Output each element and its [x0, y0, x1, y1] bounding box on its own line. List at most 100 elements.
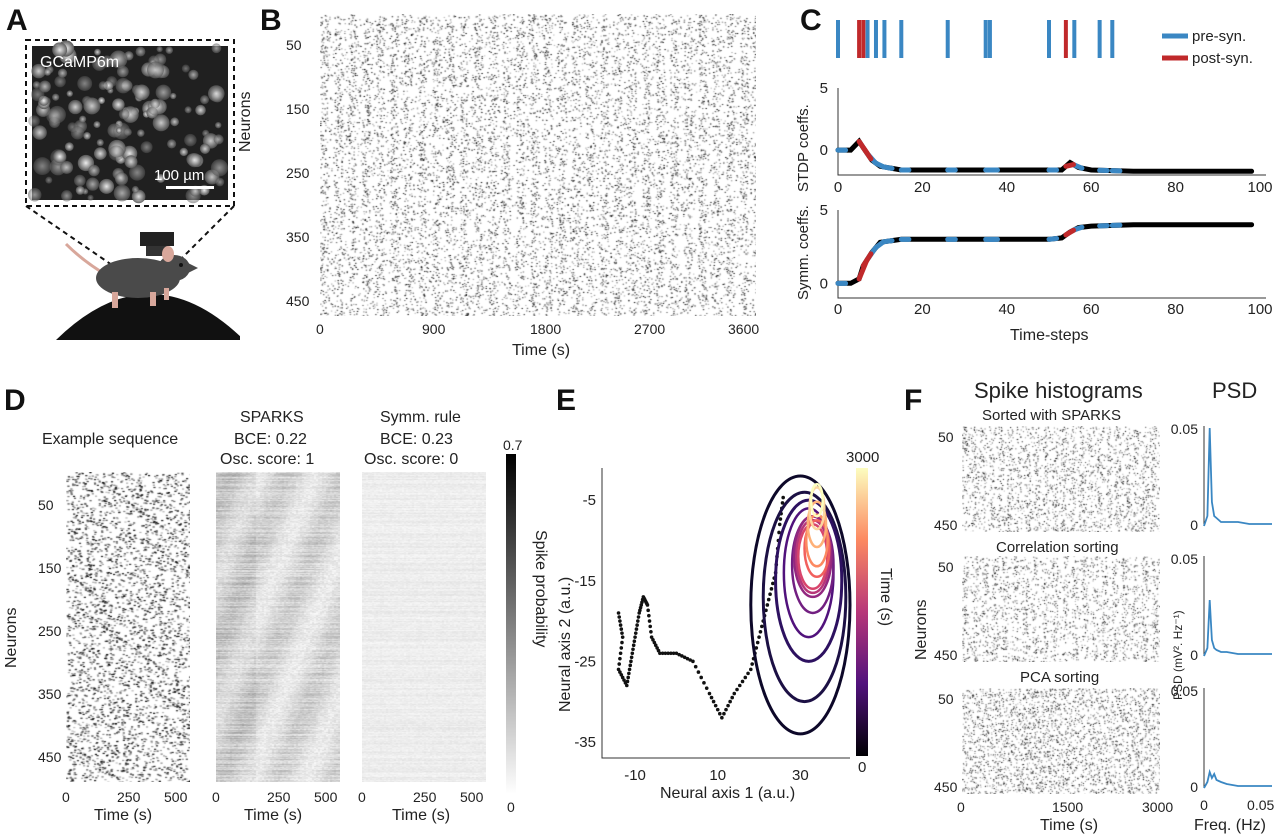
e-trajectory-point — [671, 651, 676, 656]
neuron-cell — [112, 98, 125, 111]
zoom-frame — [25, 39, 235, 207]
b-ytick-250: 250 — [286, 165, 310, 181]
pre-spike — [873, 20, 878, 58]
neuron-cell — [187, 152, 202, 168]
e-trajectory-point — [758, 629, 763, 634]
d-ytick-250: 250 — [38, 623, 62, 639]
neuron-cell — [79, 115, 87, 123]
neuron-cell — [83, 132, 91, 140]
f-row2-title: Correlation sorting — [996, 539, 1119, 556]
e-trajectory-point — [625, 683, 629, 688]
e-trajectory-point — [636, 615, 641, 619]
neuron-cell — [124, 155, 138, 169]
e-trajectory-point — [619, 672, 624, 677]
neuron-cell — [210, 159, 229, 177]
e-trajectory-point — [616, 667, 621, 672]
stdp-xtick: 80 — [1167, 179, 1184, 196]
symm-xtick: 0 — [834, 301, 842, 318]
e-trajectory-point — [680, 654, 684, 658]
rasterB-canvas — [320, 14, 756, 316]
d-col2-title-1: SPARKS — [240, 409, 304, 426]
e-trajectory-point — [631, 643, 636, 648]
e-trajectory-point — [702, 681, 706, 685]
neuron-cell — [96, 139, 104, 147]
e-trajectory-point — [646, 608, 650, 613]
f-ytick-2-bot: 450 — [934, 779, 958, 795]
f-psd-line — [1203, 427, 1272, 527]
post-spike — [857, 20, 862, 58]
neuron-cell — [87, 194, 94, 201]
neuron-cell — [170, 92, 177, 100]
stdp-spike-segment — [1063, 162, 1076, 169]
e-colorbar-label: Time (s) — [877, 568, 894, 627]
pre-spike — [865, 20, 870, 58]
e-trajectory-point — [754, 646, 759, 650]
b-ytick-150: 150 — [286, 101, 310, 117]
f-ytick-1-bot: 450 — [934, 647, 958, 663]
f-raster-sparks — [962, 426, 1160, 532]
d-col3-title-2: BCE: 0.23 — [380, 431, 453, 448]
e-colorbar-max: 3000 — [846, 449, 880, 466]
e-trajectory-point — [620, 675, 625, 680]
panel-e-trajectory: -10 10 30 -5 -15 -25 -35 — [574, 468, 852, 784]
e-trajectory-point — [728, 699, 732, 704]
e-trajectory-point — [645, 603, 650, 607]
f-title: Spike histograms — [974, 378, 1143, 403]
e-colorbar — [856, 468, 868, 756]
neuron-cell — [152, 114, 170, 132]
neuron-cell — [156, 46, 163, 53]
f-xtick-2: 3000 — [1142, 799, 1174, 815]
e-trajectory-point — [649, 629, 653, 634]
neuron-cell — [70, 126, 85, 140]
stdp-spike-segment — [860, 145, 874, 162]
b-xtick-3600: 3600 — [728, 321, 760, 337]
rasterD2-canvas — [216, 472, 340, 782]
e-trajectory-point — [647, 619, 652, 623]
neuron-cell — [92, 56, 107, 71]
d-xtick-1-250: 250 — [267, 789, 291, 805]
neuron-cell — [147, 61, 164, 79]
stdp-xtick: 60 — [1083, 179, 1100, 196]
panel-letter-e: E — [556, 384, 577, 417]
panel-c-xlabel: Time-steps — [1010, 327, 1089, 344]
e-trajectory-point — [622, 678, 626, 682]
e-trajectory-point — [720, 715, 724, 720]
b-xtick-0: 0 — [316, 321, 324, 337]
e-ytick: -35 — [574, 734, 596, 751]
b-ytick-50: 50 — [286, 37, 302, 53]
e-trajectory-point — [715, 707, 720, 712]
stdp-line — [835, 137, 1255, 174]
neuron-cell — [108, 145, 124, 161]
symm-xtick: 100 — [1247, 301, 1272, 318]
neuron-cell — [52, 42, 68, 58]
symm-spike-segment — [1046, 235, 1060, 242]
neuron-cell — [129, 164, 146, 181]
e-trajectory-point — [730, 695, 734, 700]
panel-a: GCaMP6m 100 µm — [0, 0, 244, 340]
e-trajectory-point — [704, 686, 709, 690]
rasterD1-canvas — [66, 472, 190, 782]
scalebar — [166, 186, 214, 189]
neuron-cell — [200, 95, 210, 105]
neuron-cell — [33, 157, 52, 176]
f-psd-xlabel: Freq. (Hz) — [1194, 817, 1266, 834]
d-xtick-0-250: 250 — [117, 789, 141, 805]
running-wheel — [56, 294, 244, 340]
stdp-xtick: 100 — [1247, 179, 1272, 196]
f-psd-line — [1203, 768, 1272, 789]
e-trajectory-loop — [803, 519, 831, 579]
neuron-cell — [199, 143, 211, 154]
symm-ytick: 0 — [820, 275, 828, 292]
neuron-cell — [54, 75, 66, 88]
stdp-ytick: 0 — [820, 142, 828, 159]
e-trajectory-point — [635, 623, 639, 627]
e-trajectory-point — [625, 679, 630, 684]
f-ytick-0-bot: 450 — [934, 517, 958, 533]
neuron-cell — [32, 81, 41, 89]
e-ytick: -25 — [574, 653, 596, 670]
symm-xtick: 60 — [1083, 301, 1100, 318]
e-trajectory-point — [618, 656, 622, 661]
e-trajectory-loop — [797, 523, 829, 591]
neuron-cell — [31, 87, 45, 102]
neuron-cell — [83, 97, 101, 115]
